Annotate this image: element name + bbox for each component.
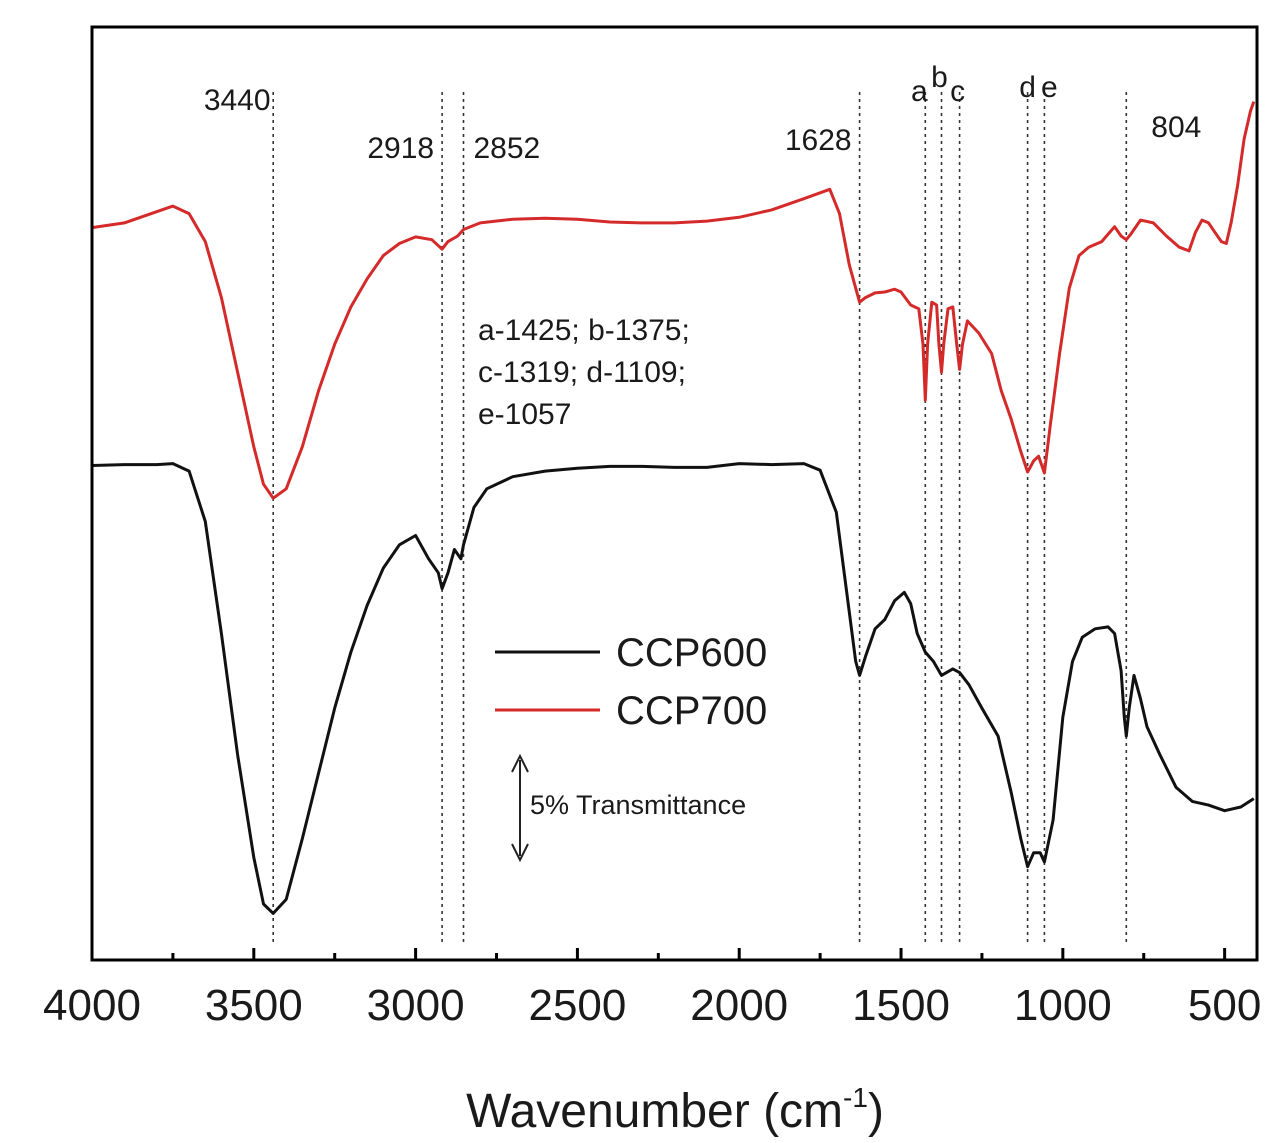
x-tick-label: 3000 [367,981,465,1030]
peak-reference-lines [272,92,1128,945]
series-line-ccp600 [91,462,1255,915]
x-axis-label-superscript: -1 [843,1082,868,1113]
peak-labels: 3440 2918 2852 1628 a b c d e 804 [204,61,1202,165]
legend: CCP600 CCP700 [495,631,767,733]
x-tick-label: 2000 [690,981,788,1030]
scale-bar-arrow-up [511,753,529,773]
x-tick-label: 3500 [205,981,303,1030]
scale-bar-arrow-down [511,843,529,863]
x-axis-label-close: ) [868,1085,884,1138]
scale-bar-label: 5% Transmittance [530,790,746,820]
x-tick-label: 500 [1188,981,1261,1030]
peak-label-c: c [950,75,965,108]
peak-annotation-note: a-1425; b-1375; c-1319; d-1109; e-1057 [478,314,690,431]
peak-label-3440: 3440 [204,84,271,117]
x-axis-label-main: Wavenumber (cm [466,1085,843,1138]
peak-label-d: d [1019,71,1036,104]
peak-label-804: 804 [1151,111,1201,144]
x-tick-label: 1000 [1014,981,1112,1030]
annotation-line-2: c-1319; d-1109; [478,356,686,389]
peak-label-b: b [931,61,948,94]
peak-label-e: e [1041,71,1058,104]
x-tick-label: 4000 [43,981,141,1030]
series-line-ccp700 [91,101,1256,500]
series-lines [91,101,1256,915]
peak-label-2918: 2918 [367,132,434,165]
plot-frame [90,25,1259,962]
annotation-line-3: e-1057 [478,398,571,431]
legend-label-ccp600: CCP600 [616,631,767,675]
peak-label-2852: 2852 [474,132,541,165]
x-tick-label: 2500 [528,981,626,1030]
legend-label-ccp700: CCP700 [616,689,767,733]
x-axis-ticks: 4000 3500 3000 2500 2000 1500 1000 500 [43,948,1261,1030]
x-axis-label: Wavenumber (cm-1) [466,1082,884,1138]
peak-label-a: a [911,75,928,108]
x-tick-label: 1500 [852,981,950,1030]
annotation-line-1: a-1425; b-1375; [478,314,690,347]
transmittance-scale-bar: 5% Transmittance [511,753,746,863]
peak-label-1628: 1628 [785,124,852,157]
